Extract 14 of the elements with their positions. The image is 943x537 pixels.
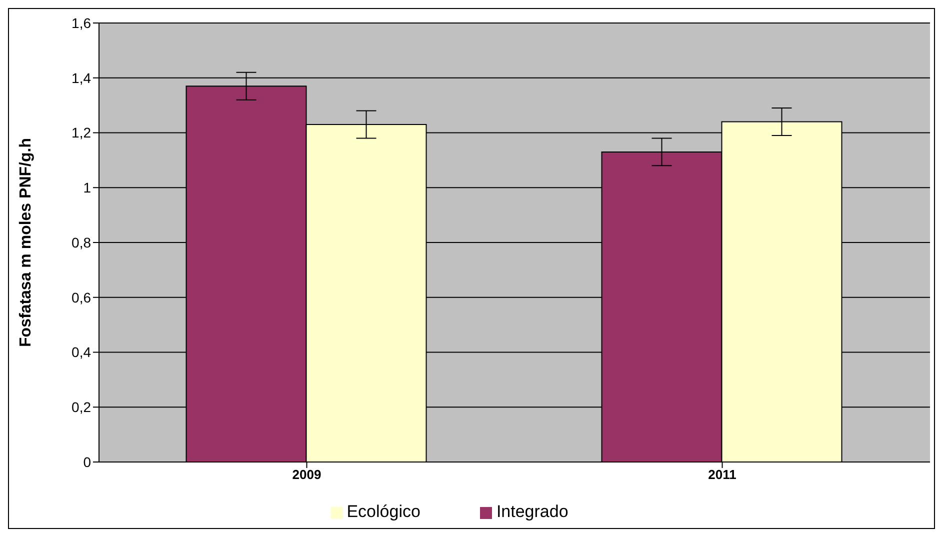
y-tick-label: 0,4 — [72, 344, 92, 360]
y-tick-label: 0 — [83, 454, 92, 470]
x-tick-label: 2009 — [292, 467, 322, 482]
y-tick-label: 0,8 — [72, 234, 92, 250]
y-tick-label: 1,4 — [72, 70, 92, 86]
y-tick-label: 1,6 — [72, 14, 92, 31]
legend-label: Ecológico — [346, 502, 420, 521]
legend-label: Integrado — [496, 502, 568, 521]
x-tick-label: 2011 — [708, 467, 736, 482]
y-axis-title: Fosfatasa m moles PNF/g.h — [18, 138, 35, 347]
y-tick-label: 0,6 — [72, 289, 92, 306]
y-tick-label: 1 — [83, 180, 92, 196]
y-tick-label: 0,2 — [72, 399, 92, 416]
y-tick-label: 1,2 — [72, 124, 92, 141]
